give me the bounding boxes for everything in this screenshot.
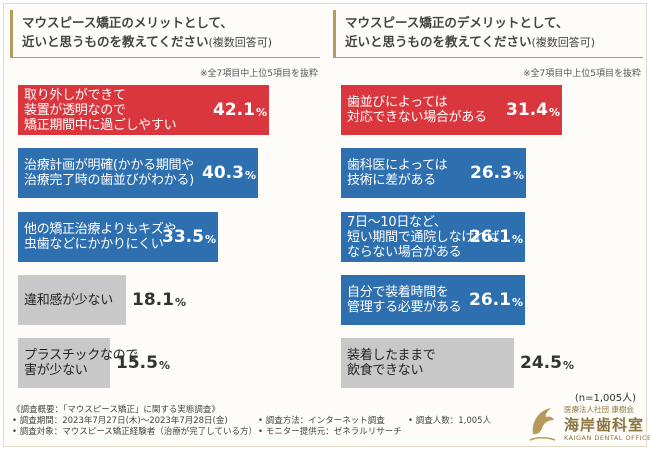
merit-question-sub: (複数回答可)	[208, 36, 273, 49]
merit-question-line1: マウスピース矯正のメリットとして、	[22, 15, 233, 30]
merit-bar-label: 他の矯正治療よりもキズや 虫歯などにかかりにくい	[24, 222, 177, 252]
merit-question-line2: 近いと思うものを教えてください	[22, 34, 209, 49]
merit-bar-value: 42.1%	[213, 100, 267, 120]
demerit-bar-value: 24.5%	[520, 353, 574, 373]
logo-english: KAIGAN DENTAL OFFICE	[564, 434, 650, 442]
merit-bar-label: プラスチックなので 害が少ない	[24, 348, 139, 378]
merit-bar-label: 取り外しができて 装置が透明なので 矯正期間中に過ごしやすい	[24, 87, 177, 133]
clinic-logo: 医療法人社団 康樹会 海岸歯科室 KAIGAN DENTAL OFFICE	[527, 400, 650, 446]
demerit-bar	[341, 85, 562, 135]
demerit-bar-value: 31.4%	[506, 100, 560, 120]
merit-bar	[18, 212, 218, 262]
merit-bar-value: 15.5%	[116, 353, 170, 373]
merit-bar-label: 治療計画が明確(かかる期間や 治療完了時の歯並びがわかる)	[24, 158, 194, 188]
demerit-bar	[341, 338, 514, 388]
merit-bar-label: 違和感が少ない	[24, 292, 113, 308]
logo-name: 海岸歯科室	[564, 416, 645, 434]
merit-bar-value: 40.3%	[202, 163, 256, 183]
demerit-bar	[341, 275, 525, 325]
demerit-bar-value: 26.1%	[469, 227, 523, 247]
survey-period: • 調査期間：2023年7月27日(木)〜2023年7月28日(金)	[12, 416, 228, 426]
demerit-bar-label: 7日〜10日など、 短い期間で通院しなければ ならない場合がある	[347, 214, 500, 260]
merit-bar-value: 33.5%	[162, 227, 216, 247]
demerit-bar-label: 歯並びによっては 対応できない場合がある	[347, 95, 487, 125]
merit-bar	[18, 148, 258, 198]
survey-people: • 調査人数：1,005人	[408, 416, 492, 426]
demerit-question-line1: マウスピース矯正のデメリットとして、	[345, 15, 569, 30]
demerit-bar	[341, 148, 526, 198]
survey-method: • 調査方法：インターネット調査	[258, 416, 385, 426]
sample-size: (n=1,005人)	[574, 393, 636, 404]
merit-bar-value: 18.1%	[132, 290, 186, 310]
demerit-question-sub: (複数回答可)	[531, 36, 596, 49]
survey-overview: 《調査概要：「マウスピース矯正」に関する実態調査》 • 調査期間：2023年7月…	[12, 405, 512, 438]
demerit-bar-label: 自分で装着時間を 管理する必要がある	[347, 285, 462, 315]
merit-bar	[18, 275, 126, 325]
demerit-question-box: マウスピース矯正のデメリットとして、 近いと思うものを教えてください(複数回答可…	[333, 10, 643, 58]
demerit-bar-label: 歯科医によっては 技術に差がある	[347, 158, 448, 188]
survey-title: 《調査概要：「マウスピース矯正」に関する実態調査》	[12, 405, 220, 415]
survey-target: • 調査対象：マウスピース矯正経験者（治療が完了している方）	[12, 427, 258, 437]
survey-provider: • モニター提供元：ゼネラルリサーチ	[258, 427, 402, 437]
merit-question-box: マウスピース矯正のメリットとして、 近いと思うものを教えてください(複数回答可)	[10, 10, 320, 58]
dolphin-logo-icon	[529, 408, 556, 441]
demerit-bar-label: 装着したままで 飲食できない	[347, 348, 436, 378]
demerit-panel: マウスピース矯正のデメリットとして、 近いと思うものを教えてください(複数回答可…	[333, 10, 643, 395]
merit-bar	[18, 338, 110, 388]
demerit-note: ※全7項目中上位5項目を抜粋	[523, 69, 641, 79]
demerit-bar	[341, 212, 525, 262]
merit-panel: マウスピース矯正のメリットとして、 近いと思うものを教えてください(複数回答可)…	[10, 10, 320, 395]
merit-note: ※全7項目中上位5項目を抜粋	[200, 69, 318, 79]
demerit-bar-value: 26.1%	[469, 290, 523, 310]
merit-bar	[18, 85, 269, 135]
logo-corporation: 医療法人社団 康樹会	[564, 405, 634, 414]
demerit-bar-value: 26.3%	[470, 163, 524, 183]
demerit-question-line2: 近いと思うものを教えてください	[345, 34, 532, 49]
